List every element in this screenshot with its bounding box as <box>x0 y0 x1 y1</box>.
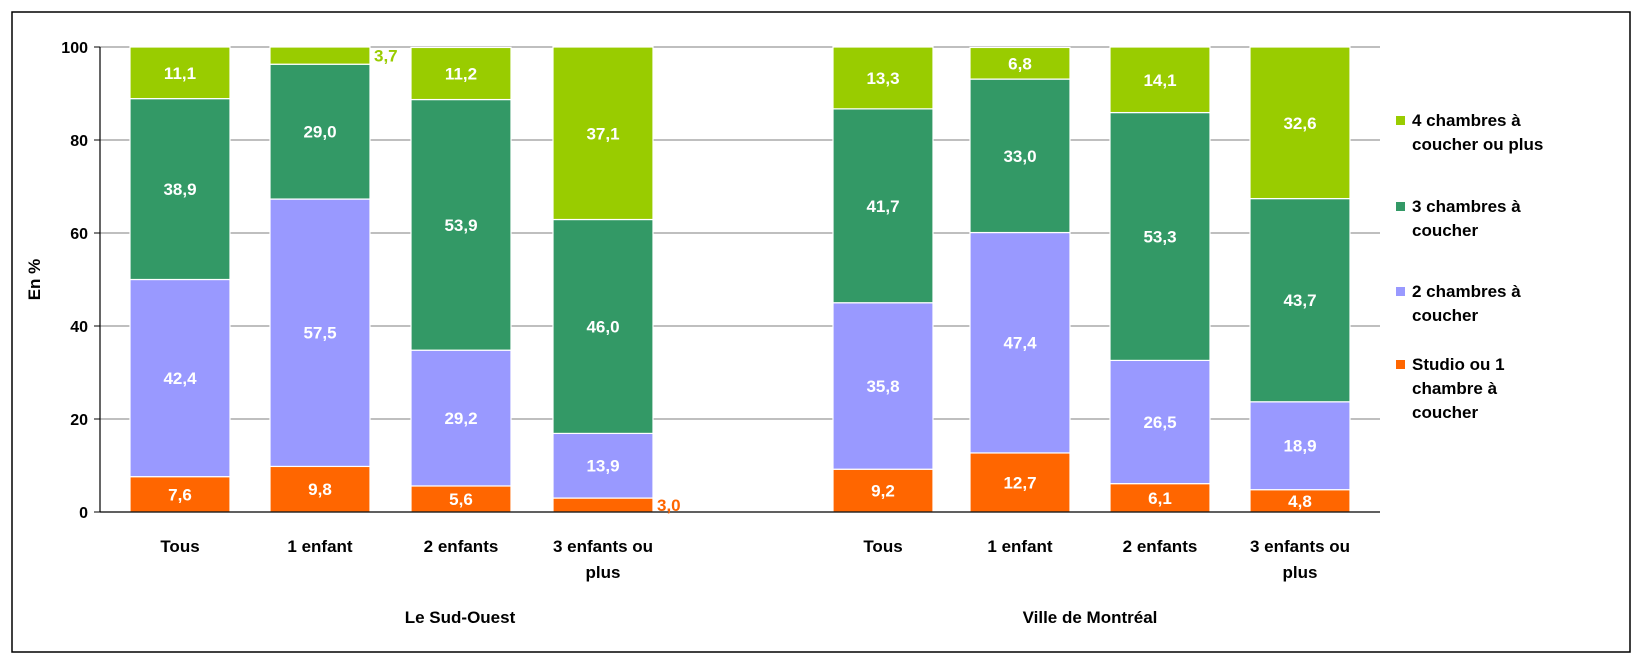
bar-segment <box>410 46 512 101</box>
bar-segment <box>552 432 654 499</box>
data-label: 9,2 <box>871 482 895 501</box>
y-tick-label: 0 <box>79 505 88 522</box>
legend-label: 2 chambres à <box>1412 282 1521 301</box>
x-group-label: Ville de Montréal <box>1023 608 1158 627</box>
bar-segment <box>410 485 512 513</box>
data-label: 13,9 <box>586 457 619 476</box>
data-label: 4,8 <box>1288 492 1312 511</box>
bar-segment <box>410 349 512 487</box>
data-label: 29,0 <box>303 123 336 142</box>
legend-label: 4 chambres à <box>1412 111 1521 130</box>
data-label: 46,0 <box>586 317 619 336</box>
data-label: 35,8 <box>866 377 899 396</box>
data-label: 9,8 <box>308 480 332 499</box>
y-tick-label: 100 <box>61 40 88 57</box>
legend-label: coucher ou plus <box>1412 135 1543 154</box>
bar-segment <box>1109 46 1211 114</box>
bar-segment <box>269 63 371 200</box>
bar-segment <box>1109 359 1211 485</box>
bar-segment <box>832 468 934 513</box>
y-tick-label: 20 <box>70 412 88 429</box>
bar-segment <box>1249 401 1351 491</box>
chart-frame <box>11 11 1631 653</box>
legend-label: chambre à <box>1412 379 1498 398</box>
legend-label: coucher <box>1412 306 1479 325</box>
y-tick-label: 40 <box>70 319 88 336</box>
bar-segment <box>552 218 654 435</box>
bar-segment <box>269 46 371 65</box>
x-category-label: 1 enfant <box>287 537 353 556</box>
bar-segment <box>969 78 1071 234</box>
bar-segment <box>552 497 654 513</box>
data-label: 6,1 <box>1148 489 1172 508</box>
data-label: 5,6 <box>449 490 473 509</box>
y-tick-label: 60 <box>70 226 88 243</box>
data-label: 11,2 <box>445 65 477 84</box>
x-category-label: 2 enfants <box>1123 537 1198 556</box>
bar-segment <box>410 98 512 351</box>
legend-label: coucher <box>1412 221 1479 240</box>
data-label: 42,4 <box>163 369 197 388</box>
bar-segment <box>129 46 231 100</box>
legend-label: Studio ou 1 <box>1412 355 1505 374</box>
data-label: 38,9 <box>163 180 196 199</box>
x-category-label: Tous <box>160 537 199 556</box>
legend: 4 chambres à coucher ou plus 3 chambres à c… <box>1396 111 1543 422</box>
data-label: 26,5 <box>1143 413 1176 432</box>
data-label: 3,7 <box>374 47 398 66</box>
data-label: 53,9 <box>444 216 477 235</box>
y-axis-title: En % <box>25 259 44 301</box>
legend-label: coucher <box>1412 403 1479 422</box>
data-label: 33,0 <box>1003 147 1036 166</box>
y-tick-label: 80 <box>70 133 88 150</box>
data-label: 6,8 <box>1008 54 1032 73</box>
data-label: 53,3 <box>1143 227 1176 246</box>
data-label: 12,7 <box>1003 473 1036 492</box>
data-label: 57,5 <box>303 324 336 343</box>
x-category-label: Tous <box>863 537 902 556</box>
x-category-label: 3 enfants ou <box>1250 537 1350 556</box>
bar-segment <box>832 108 934 304</box>
bar-segment <box>969 231 1071 454</box>
bar-segment <box>552 46 654 221</box>
legend-swatch <box>1396 287 1405 296</box>
data-label: 13,3 <box>866 69 899 88</box>
x-category-label: plus <box>586 563 621 582</box>
x-group-label: Le Sud-Ouest <box>405 608 516 627</box>
data-label: 29,2 <box>444 409 477 428</box>
data-label: 7,6 <box>168 485 192 504</box>
x-category-label: 1 enfant <box>987 537 1053 556</box>
x-category-label: plus <box>1283 563 1318 582</box>
bar-segment <box>129 476 231 513</box>
bar-segment <box>1109 111 1211 362</box>
axes <box>94 46 1380 513</box>
bar-segment <box>832 302 934 470</box>
legend-swatch <box>1396 116 1405 125</box>
bar-segment <box>969 452 1071 513</box>
x-category-label: 3 enfants ou <box>553 537 653 556</box>
data-label: 32,6 <box>1283 114 1316 133</box>
bar-segment <box>1249 46 1351 200</box>
bars <box>129 46 1351 513</box>
data-label: 18,9 <box>1283 437 1316 456</box>
data-label: 3,0 <box>657 496 681 515</box>
bar-segment <box>969 46 1071 80</box>
data-label: 37,1 <box>586 124 619 143</box>
data-label: 41,7 <box>866 197 899 216</box>
data-label: 47,4 <box>1003 334 1037 353</box>
legend-swatch <box>1396 360 1405 369</box>
data-label: 43,7 <box>1283 291 1316 310</box>
data-label: 14,1 <box>1143 71 1176 90</box>
x-category-label: 2 enfants <box>424 537 499 556</box>
bar-segment <box>129 278 231 478</box>
bar-segment <box>832 46 934 110</box>
legend-label: 3 chambres à <box>1412 197 1521 216</box>
bar-segment <box>1249 197 1351 403</box>
labels: 0 20 40 60 80 100 En % 7,6 42,4 38,9 11,1 9,8 57,5 29… <box>25 40 1350 627</box>
data-label: 11,1 <box>164 64 196 83</box>
legend-swatch <box>1396 202 1405 211</box>
bar-segment <box>1109 483 1211 513</box>
